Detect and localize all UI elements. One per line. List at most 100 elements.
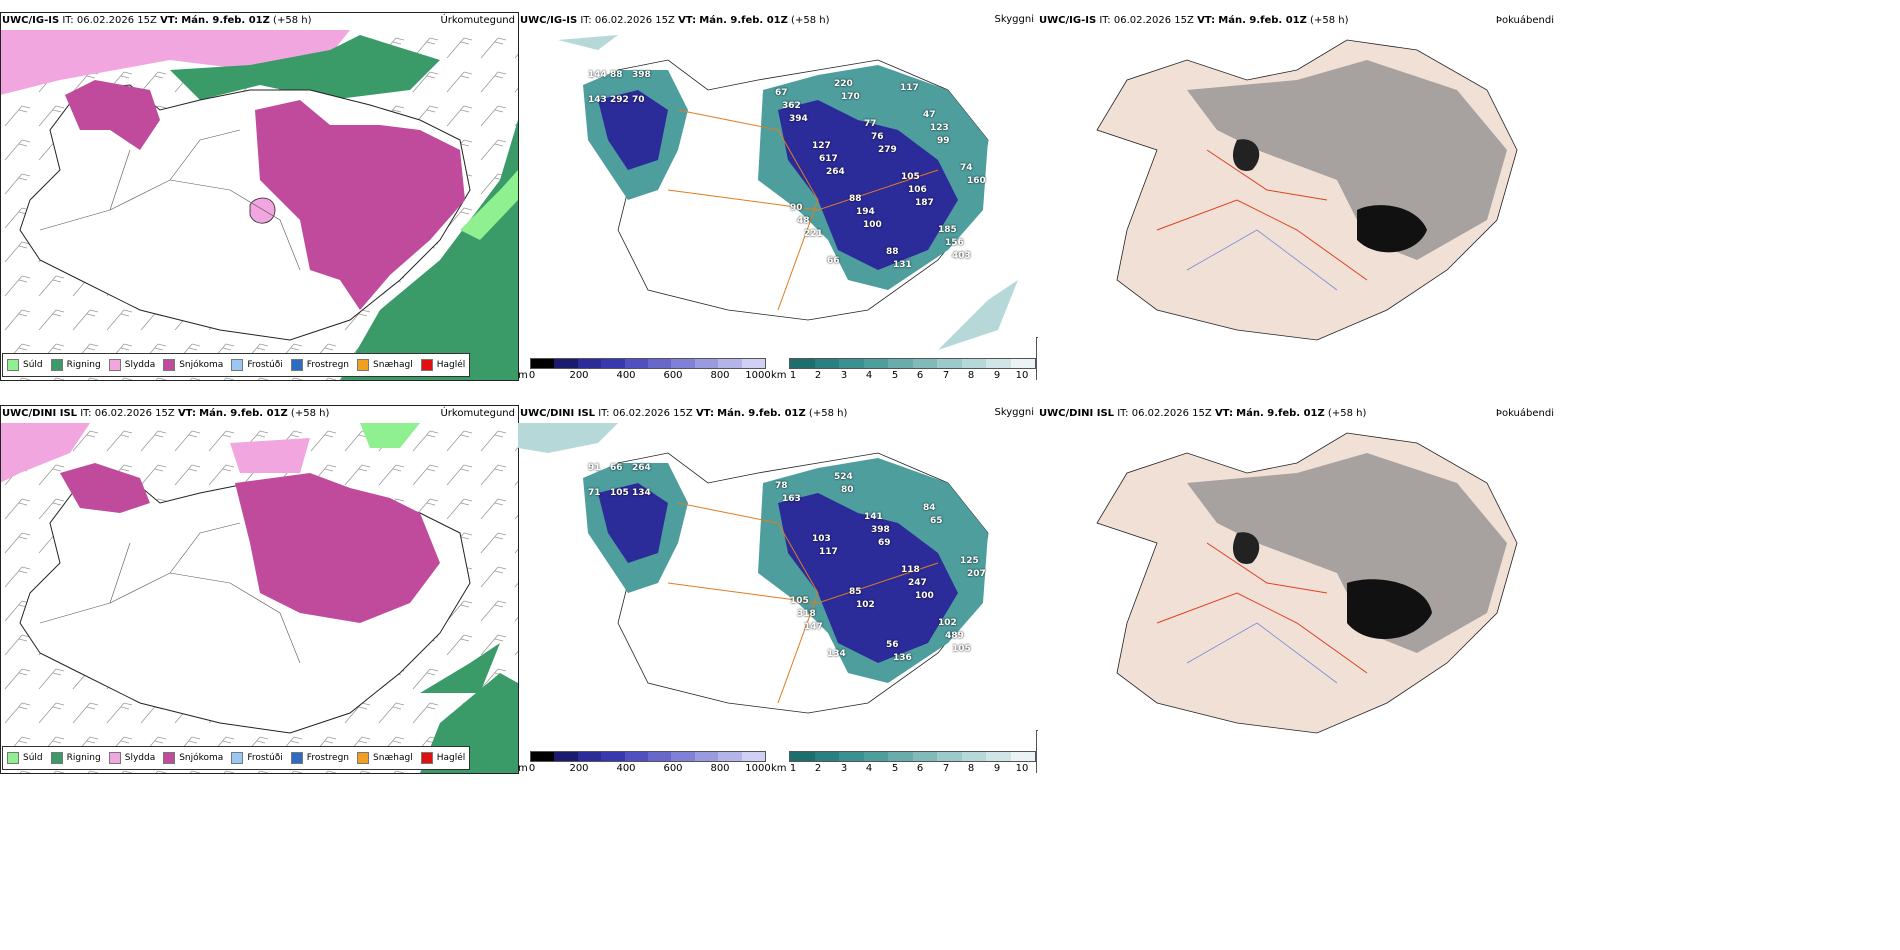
visibility-colorbar: km 1 2 3 4 5 6 7 8 9 10 [771, 358, 1036, 380]
colorbar-segment [671, 752, 695, 761]
precip-map [0, 423, 518, 773]
legend-item: Rigning [50, 752, 101, 764]
legend-item: Snjókoma [163, 359, 223, 371]
colorbar-segment [694, 752, 719, 761]
legend-item: Frostregn [290, 359, 349, 371]
visibility-tick: 10 [1015, 370, 1029, 380]
visibility-tick: 4 [865, 370, 873, 380]
legend-item: Súld [7, 359, 43, 371]
legend-swatch [163, 359, 176, 371]
legend-swatch [7, 359, 19, 371]
visibility-tick: 1 [789, 370, 797, 380]
ceiling-colorbar: m 0 200 400 600 800 1000 [518, 751, 771, 773]
colorbar-segment [814, 359, 839, 368]
legend-swatch [108, 359, 121, 371]
legend-item: Rigning [50, 359, 101, 371]
visibility-colorbar: km 1 2 3 4 5 6 7 8 9 10 [771, 751, 1036, 773]
ceiling-tick: 0 [528, 370, 536, 380]
legend-item: Slydda [108, 359, 155, 371]
colorbar-segment [694, 359, 719, 368]
precip-panel-bottom: UWC/DINI ISL IT: 06.02.2026 15Z VT: Mán.… [0, 405, 518, 773]
legend-swatch [420, 359, 433, 371]
snow-area-north [235, 473, 440, 623]
colorbar-segment [554, 752, 578, 761]
visibility-tick: 6 [916, 370, 924, 380]
colorbar-segment [601, 359, 625, 368]
colorbar-segment [531, 752, 555, 761]
visibility-tick: 9 [993, 370, 1001, 380]
colorbar-segment [531, 359, 555, 368]
colorbar-segment [912, 359, 937, 368]
fog-legend-box: 0 60 [1036, 337, 1038, 380]
precip-map [0, 30, 518, 380]
colorbar-segment [863, 752, 888, 761]
precip-header-top: UWC/IG-IS IT: 06.02.2026 15Z VT: Mán. 9.… [2, 15, 311, 26]
precip-title: Úrkomutegund [440, 15, 515, 26]
visibility-tick: 5 [891, 370, 899, 380]
snow-area-westfjords [60, 463, 150, 513]
legend-swatch [357, 359, 370, 371]
visibility-header-bottom: UWC/DINI ISL IT: 06.02.2026 15Z VT: Mán.… [520, 408, 848, 419]
colorbar-segment [648, 359, 672, 368]
visibility-title: Skyggni [994, 407, 1034, 418]
legend-item: Snæhagl [357, 752, 413, 764]
precip-legend: Súld Rigning Slydda Snjókoma Frostúði Fr… [2, 746, 471, 770]
rain-area-southeast [340, 120, 518, 380]
colorbar-segment [888, 359, 913, 368]
visibility-tick: 3 [840, 370, 848, 380]
colorbar-segment [937, 359, 962, 368]
fog-title: Þokuábendi [1495, 15, 1554, 26]
fog-header-bottom: UWC/DINI ISL IT: 06.02.2026 15Z VT: Mán.… [1039, 408, 1367, 419]
precip-title: Úrkomutegund [440, 408, 515, 419]
rain-area-north [170, 35, 440, 100]
colorbar-segment [912, 752, 937, 761]
colorbar-segment [577, 752, 602, 761]
legend-swatch [290, 359, 303, 371]
fog-legend-box: 0 60 [1036, 730, 1038, 773]
legend-item: Snjókoma [163, 752, 223, 764]
fog-map [1096, 432, 1518, 734]
colorbar-segment [601, 752, 625, 761]
ceiling-tick: 600 [663, 370, 683, 380]
legend-item: Snæhagl [357, 359, 413, 371]
colorbar-segment [839, 359, 864, 368]
model-name: UWC/IG-IS [2, 15, 60, 26]
ceiling-tick: 1000 [745, 370, 771, 380]
colorbar-segment [790, 752, 815, 761]
legend-item: Frostúði [231, 359, 283, 371]
ceiling-colorbar: m 0 200 400 600 800 1000 [518, 358, 771, 380]
visibility-panel-top: UWC/IG-IS IT: 06.02.2026 15Z VT: Mán. 9.… [518, 12, 1038, 380]
ceiling-tick: 800 [710, 370, 730, 380]
visibility-panel-bottom: UWC/DINI ISL IT: 06.02.2026 15Z VT: Mán.… [518, 405, 1038, 773]
legend-item: Haglél [420, 752, 465, 764]
it-value: 06.02.2026 15Z [76, 15, 157, 26]
colorbar-segment [888, 752, 913, 761]
colorbar-segment [1010, 359, 1035, 368]
legend-item: Haglél [420, 359, 465, 371]
fog-panel-bottom: UWC/DINI ISL IT: 06.02.2026 15Z VT: Mán.… [1037, 405, 1557, 773]
colorbar-segment [961, 752, 986, 761]
visibility-unit: km [771, 370, 787, 380]
colorbar-segment [741, 752, 766, 761]
ceiling-unit: m [518, 370, 528, 380]
legend-swatch [231, 359, 244, 371]
colorbar-segment [648, 752, 672, 761]
vt-value: Mán. 9.feb. 01Z [181, 15, 270, 26]
precip-panel-top: UWC/IG-IS IT: 06.02.2026 15Z VT: Mán. 9.… [0, 12, 518, 380]
snow-area-westfjords [65, 80, 160, 150]
colorbar-segment [577, 359, 602, 368]
visibility-title: Skyggni [994, 14, 1034, 25]
fog-greyscale-area [1187, 60, 1507, 260]
colorbar-segment [937, 752, 962, 761]
colorbar-segment [624, 752, 649, 761]
visibility-map [558, 35, 1018, 350]
snow-area-north [255, 100, 465, 310]
colorbar-segment [624, 359, 649, 368]
precip-header-bottom: UWC/DINI ISL IT: 06.02.2026 15Z VT: Mán.… [2, 408, 330, 419]
colorbar-segment [671, 359, 695, 368]
lead-time: (+58 h) [273, 15, 312, 26]
legend-item: Súld [7, 752, 43, 764]
colorbar-segment [718, 359, 742, 368]
fog-panel-top: UWC/IG-IS IT: 06.02.2026 15Z VT: Mán. 9.… [1037, 12, 1557, 380]
colorbar-segment [718, 752, 742, 761]
